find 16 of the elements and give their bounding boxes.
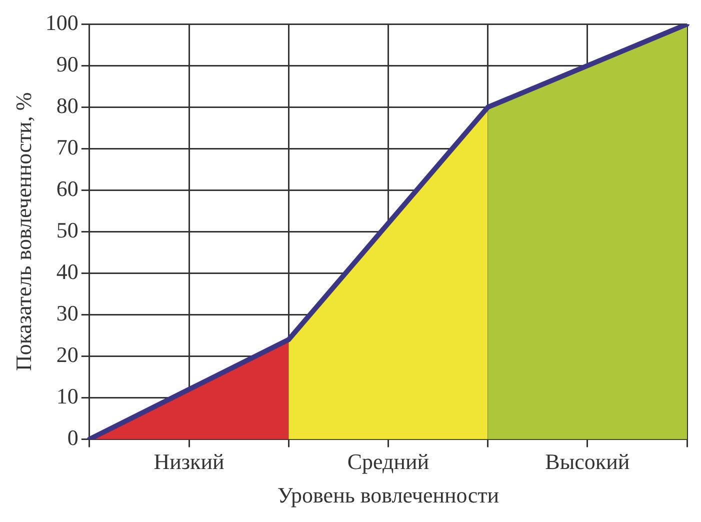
x-tick-label: Высокий bbox=[545, 449, 630, 474]
y-tick-label: 0 bbox=[67, 424, 78, 450]
x-axis-title: Уровень вовлеченности bbox=[277, 482, 500, 508]
x-tick-label: Низкий bbox=[154, 449, 225, 474]
y-tick-label: 20 bbox=[56, 342, 78, 367]
y-tick-label: 50 bbox=[56, 217, 78, 242]
y-tick-label: 40 bbox=[56, 258, 78, 284]
y-tick-label: 90 bbox=[56, 51, 78, 76]
y-tick-label: 10 bbox=[56, 383, 78, 408]
y-tick-label: 70 bbox=[56, 134, 78, 160]
y-tick-label: 100 bbox=[45, 10, 78, 35]
y-tick-label: 60 bbox=[56, 176, 78, 201]
x-tick-label: Средний bbox=[347, 449, 430, 474]
y-tick-label: 80 bbox=[56, 92, 78, 118]
y-tick-label: 30 bbox=[56, 300, 78, 326]
y-axis-title: Показатель вовлеченности, % bbox=[10, 92, 36, 372]
